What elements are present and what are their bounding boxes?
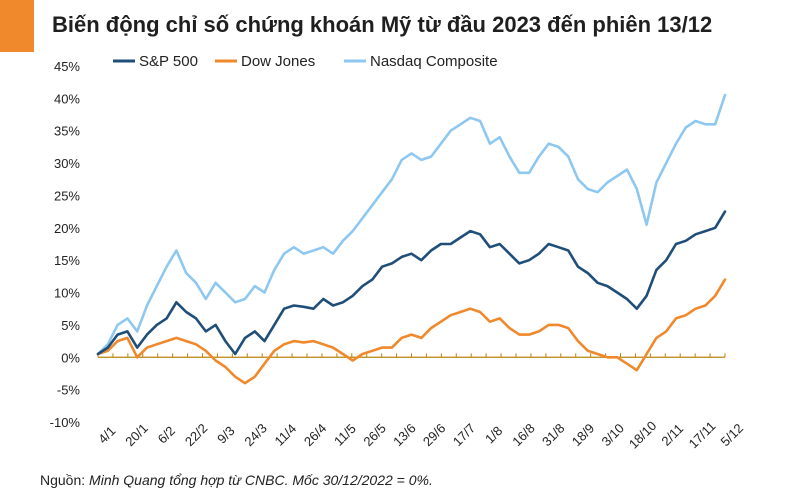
series-line-s-p-500 (96, 210, 727, 356)
y-tick-label: 35% (54, 124, 80, 139)
x-axis: 4/1 20/1 6/2 22/2 9/3 24/3 11/4 26/4 11/5 26/5 13/… (95, 353, 747, 452)
x-tick-label: 26/5 (360, 421, 389, 450)
series-line-dow-jones (96, 278, 727, 385)
y-tick-label: -10% (50, 415, 81, 430)
x-tick-label: 2/11 (658, 421, 686, 449)
legend: S&P 500 Dow Jones Nasdaq Composite (113, 53, 498, 70)
source-note: Nguồn: Minh Quang tổng hợp từ CNBC. Mốc … (40, 472, 433, 488)
x-tick-label: 18/10 (626, 418, 660, 452)
y-tick-label: 20% (54, 221, 80, 236)
line-chart: -10%-5%0%5%10%15%20%25%30%35%40%45% 4/1 2… (50, 53, 747, 452)
x-tick-label: 17/11 (686, 418, 719, 451)
source-label: Nguồn: (40, 472, 90, 488)
x-tick-label: 18/9 (569, 421, 598, 450)
x-tick-label: 3/10 (599, 421, 628, 450)
legend-label: S&P 500 (139, 53, 198, 70)
accent-bar (0, 0, 34, 52)
y-tick-label: 45% (54, 59, 80, 74)
x-tick-label: 13/6 (390, 421, 419, 450)
x-tick-label: 4/1 (95, 423, 118, 446)
x-tick-label: 17/7 (450, 421, 479, 450)
y-tick-label: 5% (61, 318, 80, 333)
y-tick-label: 30% (54, 156, 80, 171)
chart-title: Biến động chỉ số chứng khoán Mỹ từ đầu 2… (52, 12, 713, 37)
y-axis: -10% -5% 0% 5% 10% 15% 20% 25% 30% 35% 40% 45% (50, 59, 81, 430)
y-tick-label: 40% (54, 91, 80, 106)
x-tick-label: 1/8 (482, 423, 505, 446)
x-tick-label: 11/5 (331, 421, 359, 449)
y-tick-label: 0% (61, 350, 80, 365)
x-tick-label: 16/8 (509, 421, 538, 450)
x-tick-label: 5/12 (718, 421, 747, 450)
y-tick-label: -5% (57, 383, 81, 398)
y-tick-label: 10% (54, 286, 80, 301)
x-tick-label: 31/8 (539, 421, 568, 450)
x-tick-label: 11/4 (271, 421, 299, 449)
source-text: Minh Quang tổng hợp từ CNBC. Mốc 30/12/2… (89, 472, 433, 488)
series-layer (96, 93, 727, 385)
x-tick-label: 6/2 (155, 423, 178, 446)
x-tick-label: 29/6 (420, 421, 449, 450)
x-tick-label: 20/1 (122, 421, 151, 450)
x-tick-label: 9/3 (214, 423, 237, 446)
y-tick-label: 25% (54, 188, 80, 203)
y-tick-label: 15% (54, 253, 80, 268)
legend-label: Dow Jones (241, 53, 315, 70)
series-line-nasdaq-composite (96, 93, 727, 356)
x-tick-label: 26/4 (301, 421, 330, 450)
x-tick-label: 22/2 (182, 421, 211, 450)
legend-label: Nasdaq Composite (370, 53, 498, 70)
x-tick-label: 24/3 (241, 421, 270, 450)
